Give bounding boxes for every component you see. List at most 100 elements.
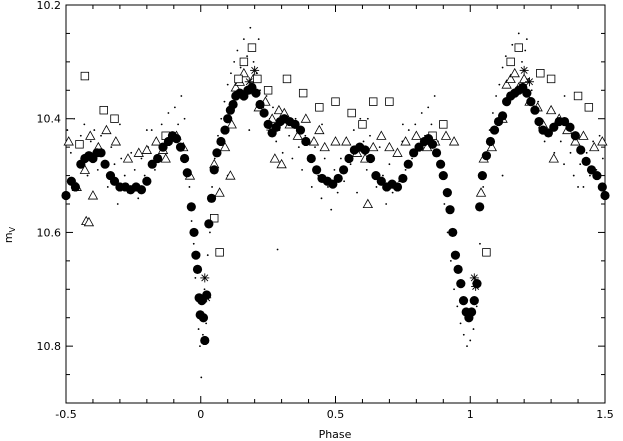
data-point-dot <box>433 95 436 97</box>
data-point-dot <box>572 174 575 177</box>
data-point-open-triangle <box>518 73 530 83</box>
data-point-dot <box>369 134 371 137</box>
data-point-dot <box>365 168 368 171</box>
data-point-dot <box>385 203 388 205</box>
data-point-dot <box>119 123 121 126</box>
data-point-dot <box>498 83 501 86</box>
data-point-dot <box>177 123 180 126</box>
data-point-open-triangle <box>214 187 225 197</box>
data-point-dot <box>288 134 291 137</box>
data-point-filled-circle <box>392 182 403 192</box>
data-point-open-triangle <box>141 144 153 154</box>
data-point-filled-circle <box>398 173 408 184</box>
data-point-dot <box>276 248 279 251</box>
data-point-filled-circle <box>472 279 482 289</box>
data-point-dot <box>459 322 462 325</box>
data-point-open-square <box>247 43 257 52</box>
data-point-asterisk <box>525 77 535 87</box>
data-point-open-triangle <box>314 124 325 135</box>
data-point-filled-circle <box>198 313 209 323</box>
data-point-dot <box>242 38 245 41</box>
data-point-dot <box>200 376 203 379</box>
data-point-filled-circle <box>600 190 610 201</box>
data-point-open-square <box>263 86 273 95</box>
data-point-dot <box>456 305 459 308</box>
y-tick-label: 10.6 <box>37 226 62 239</box>
data-point-dot <box>69 151 72 154</box>
y-tick-label: 10.2 <box>37 0 62 12</box>
data-point-dot <box>401 123 404 126</box>
data-point-open-square <box>347 108 356 118</box>
data-point-open-square <box>331 97 340 106</box>
data-point-filled-circle <box>436 159 446 169</box>
data-point-open-triangle <box>133 147 144 157</box>
data-point-open-triangle <box>376 130 387 140</box>
data-point-open-square <box>514 43 523 52</box>
data-point-filled-circle <box>223 114 233 124</box>
data-point-open-square <box>80 71 90 81</box>
data-point-dot <box>304 134 307 137</box>
data-point-dot <box>86 174 89 177</box>
data-point-open-triangle <box>411 130 422 140</box>
data-point-open-triangle <box>475 187 487 197</box>
data-point-open-square <box>110 114 119 123</box>
data-point-filled-circle <box>100 159 110 169</box>
data-point-dot <box>349 163 352 166</box>
data-point-filled-circle <box>565 122 575 132</box>
data-point-dot <box>197 328 200 330</box>
data-point-dot <box>226 83 229 86</box>
data-point-dot <box>491 112 494 114</box>
data-point-filled-circle <box>206 193 217 203</box>
data-point-filled-circle <box>312 165 322 175</box>
x-axis-title: Phase <box>319 428 352 441</box>
data-point-dot <box>297 146 300 149</box>
data-point-dot <box>543 140 546 143</box>
asterisk-stroke <box>470 274 478 282</box>
data-point-open-triangle <box>440 130 452 140</box>
data-point-open-triangle <box>448 136 460 146</box>
data-point-dot <box>589 174 591 177</box>
data-point-filled-circle <box>477 170 487 181</box>
data-point-open-triangle <box>87 190 99 200</box>
data-point-filled-circle <box>526 97 536 107</box>
data-point-open-triangle <box>300 113 312 123</box>
data-point-dot <box>559 140 562 143</box>
data-point-open-triangle <box>400 136 411 146</box>
data-point-open-triangle <box>83 216 95 227</box>
data-point-open-triangle <box>219 141 231 152</box>
data-point-dot <box>530 89 533 92</box>
data-point-dot <box>404 168 407 171</box>
data-point-open-square <box>369 97 378 106</box>
data-point-dot <box>199 345 201 348</box>
data-point-filled-circle <box>182 168 192 178</box>
data-point-dot <box>527 78 530 80</box>
data-point-open-triangle <box>589 141 600 152</box>
data-point-dot <box>569 151 572 154</box>
data-point-open-triangle <box>101 124 112 135</box>
y-axis-title-sub: V <box>8 226 17 232</box>
data-point-dot <box>601 157 604 160</box>
asterisk-stroke <box>526 78 534 86</box>
data-point-filled-circle <box>216 136 226 147</box>
data-point-filled-circle <box>209 165 219 175</box>
data-point-filled-circle <box>427 139 438 149</box>
data-point-filled-circle <box>534 116 544 127</box>
data-point-dot <box>93 129 96 131</box>
data-point-open-triangle <box>330 136 341 146</box>
data-point-dot <box>190 220 193 222</box>
data-point-filled-circle <box>497 111 508 121</box>
data-point-dot <box>563 163 565 166</box>
data-point-filled-circle <box>136 185 147 195</box>
data-point-filled-circle <box>403 159 413 169</box>
asterisk-stroke <box>245 78 253 86</box>
data-point-dot <box>356 191 358 194</box>
data-point-open-square <box>482 248 491 257</box>
data-point-dot <box>113 163 116 166</box>
data-point-dot <box>577 186 579 188</box>
data-point-dot <box>248 129 251 131</box>
data-point-filled-circle <box>153 153 163 164</box>
y-tick-label: 10.8 <box>37 340 62 353</box>
data-point-open-triangle <box>79 164 91 174</box>
data-point-filled-circle <box>191 250 201 260</box>
